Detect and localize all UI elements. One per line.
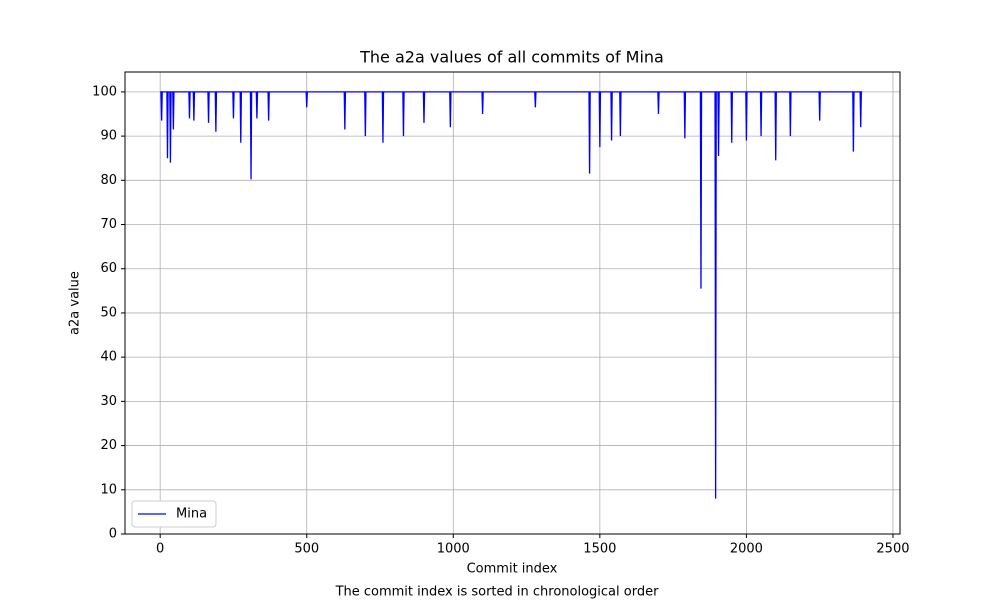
y-tick-label: 10: [100, 482, 117, 497]
legend-box: [131, 500, 217, 528]
y-tick-label: 60: [100, 261, 117, 276]
x-tick-label: 2000: [730, 542, 763, 557]
y-tick-label: 40: [100, 350, 117, 365]
x-tick-label: 0: [156, 542, 164, 557]
y-tick-label: 90: [100, 129, 117, 144]
data-line: [160, 91, 863, 499]
x-axis-label: Commit index: [467, 562, 558, 577]
y-axis-label: a2a value: [68, 271, 83, 335]
y-tick-label: 50: [100, 305, 117, 320]
x-tick-label: 1000: [437, 542, 470, 557]
y-tick-label: 20: [100, 438, 117, 453]
y-tick-label: 0: [109, 527, 117, 542]
x-tick-label: 500: [294, 542, 319, 557]
x-tick-label: 2500: [876, 542, 909, 557]
y-tick-label: 80: [100, 173, 117, 188]
x-tick-label: 1500: [583, 542, 616, 557]
plot-frame: [124, 71, 901, 535]
legend-label: Mina: [176, 507, 207, 522]
chart-title: The a2a values of all commits of Mina: [359, 48, 664, 67]
y-tick-label: 30: [100, 394, 117, 409]
caption: The commit index is sorted in chronologi…: [335, 585, 660, 600]
y-tick-label: 100: [92, 84, 117, 99]
y-tick-label: 70: [100, 217, 117, 232]
